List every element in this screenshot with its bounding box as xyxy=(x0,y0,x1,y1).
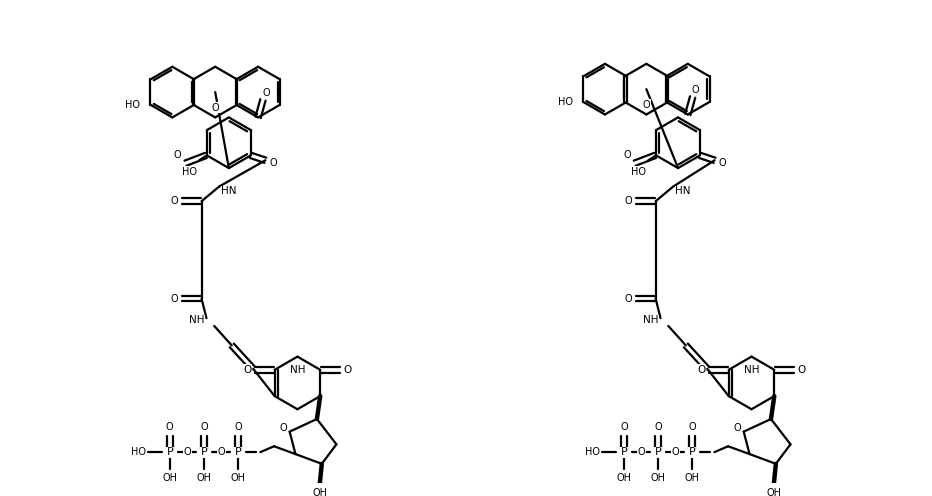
Text: OH: OH xyxy=(230,473,245,484)
Text: P: P xyxy=(167,447,173,457)
Text: O: O xyxy=(243,365,252,375)
Text: O: O xyxy=(798,365,805,375)
Text: OH: OH xyxy=(312,488,327,496)
Text: O: O xyxy=(217,447,226,457)
Text: O: O xyxy=(624,196,632,206)
Text: O: O xyxy=(654,422,662,432)
Text: HO: HO xyxy=(631,167,646,177)
Text: OH: OH xyxy=(616,473,631,484)
Text: HN: HN xyxy=(675,186,691,196)
Text: O: O xyxy=(620,422,627,432)
Text: O: O xyxy=(637,447,645,457)
Text: O: O xyxy=(171,196,178,206)
Text: O: O xyxy=(166,422,173,432)
Text: O: O xyxy=(733,423,741,433)
Text: HN: HN xyxy=(221,186,237,196)
Text: O: O xyxy=(697,365,706,375)
Text: O: O xyxy=(262,88,269,98)
Text: O: O xyxy=(212,103,219,113)
Text: O: O xyxy=(184,447,191,457)
Text: NH: NH xyxy=(189,315,204,325)
Text: O: O xyxy=(174,150,182,160)
Text: NH: NH xyxy=(290,365,305,375)
Text: O: O xyxy=(719,158,726,168)
Text: NH: NH xyxy=(744,365,760,375)
Text: OH: OH xyxy=(685,473,700,484)
Text: OH: OH xyxy=(197,473,212,484)
Text: OH: OH xyxy=(766,488,781,496)
Text: O: O xyxy=(279,423,287,433)
Text: OH: OH xyxy=(651,473,665,484)
Text: OH: OH xyxy=(162,473,177,484)
Text: O: O xyxy=(624,150,631,160)
Text: O: O xyxy=(234,422,241,432)
Text: HO: HO xyxy=(126,100,141,110)
Text: NH: NH xyxy=(643,315,659,325)
Text: O: O xyxy=(642,100,651,110)
Text: O: O xyxy=(171,294,178,304)
Text: P: P xyxy=(235,447,241,457)
Text: O: O xyxy=(200,422,208,432)
Text: O: O xyxy=(692,85,699,95)
Text: HO: HO xyxy=(131,447,146,457)
Text: HO: HO xyxy=(182,167,197,177)
Text: O: O xyxy=(672,447,679,457)
Text: O: O xyxy=(269,158,277,168)
Text: HO: HO xyxy=(585,447,600,457)
Text: P: P xyxy=(689,447,695,457)
Text: O: O xyxy=(343,365,351,375)
Text: P: P xyxy=(654,447,662,457)
Text: O: O xyxy=(688,422,696,432)
Text: HO: HO xyxy=(558,97,573,107)
Text: P: P xyxy=(200,447,207,457)
Text: O: O xyxy=(624,294,632,304)
Text: P: P xyxy=(621,447,627,457)
